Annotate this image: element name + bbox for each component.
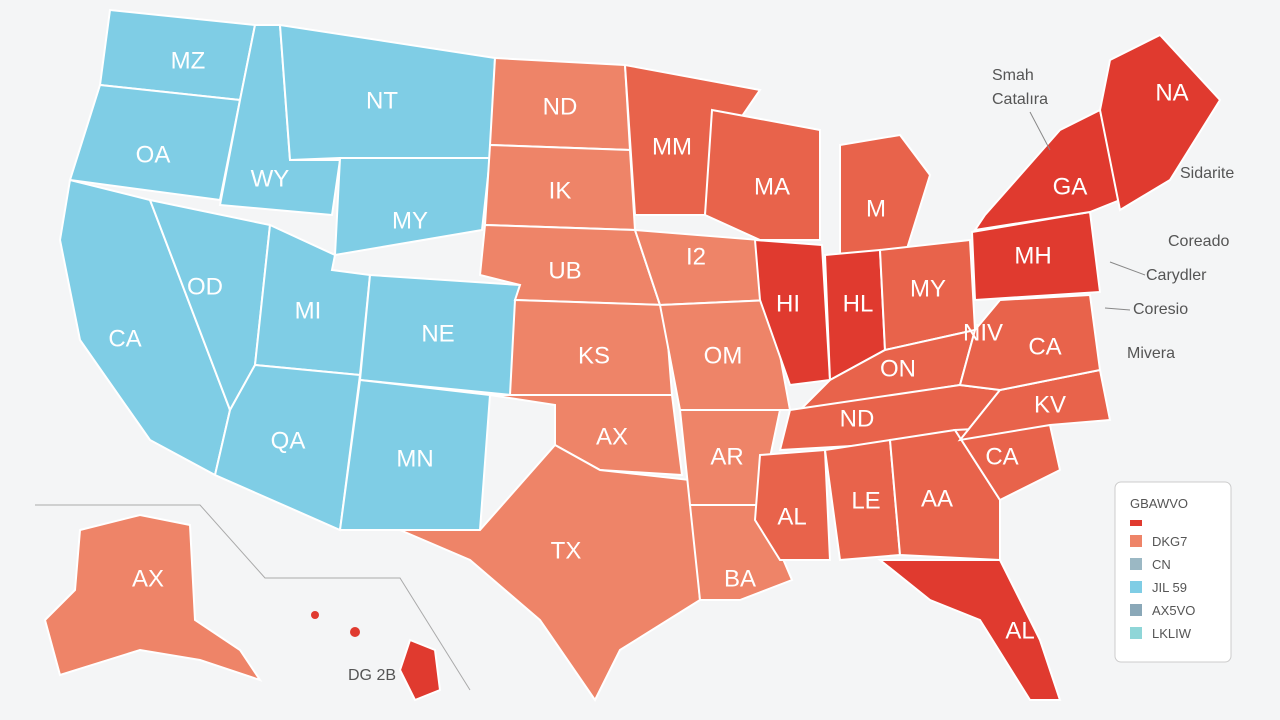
- callout: Mivera: [1127, 345, 1175, 362]
- state-label: MN: [396, 445, 433, 472]
- leader: [1029, 111, 1051, 151]
- state-label: HL: [843, 290, 874, 317]
- state-label: KV: [1034, 391, 1066, 418]
- state-labels: MZ NT OA WY MY OD CA MI NE QA MN ND IK U…: [108, 47, 1188, 644]
- state: [957, 368, 1112, 442]
- legend-item: CN: [1152, 557, 1171, 572]
- state-label: AX: [132, 565, 164, 592]
- state: [333, 157, 492, 257]
- state-label: MM: [652, 133, 692, 160]
- state-label: HI: [776, 290, 800, 317]
- state-label: MH: [1014, 242, 1051, 269]
- hawaii: [350, 627, 360, 637]
- state: [839, 133, 932, 256]
- state-label: IK: [549, 177, 572, 204]
- callout: Sidarite: [1180, 165, 1234, 182]
- state: [877, 559, 1062, 701]
- state-label: MI: [295, 297, 322, 324]
- state-label: WY: [251, 165, 290, 192]
- state: [399, 443, 702, 702]
- state-label: KS: [578, 342, 610, 369]
- states: [35, 8, 1222, 702]
- callout: Carydler: [1146, 267, 1207, 284]
- legend-item: JIL 59: [1152, 580, 1187, 595]
- state: [888, 428, 1001, 562]
- state-label: AR: [710, 443, 743, 470]
- legend-swatch: [1130, 581, 1142, 593]
- state-label: NIV: [963, 319, 1003, 346]
- state-label: TX: [551, 537, 582, 564]
- legend-title: GBAWVO: [1130, 496, 1188, 511]
- state-label: AL: [1005, 617, 1034, 644]
- state-label: LE: [851, 487, 880, 514]
- hawaii: [398, 638, 442, 702]
- callout: Coresio: [1133, 301, 1188, 318]
- state-label: NT: [366, 87, 398, 114]
- legend-swatch: [1130, 627, 1142, 639]
- state-label: NE: [421, 320, 454, 347]
- state-label: AA: [921, 485, 953, 512]
- state-label: I2: [686, 243, 706, 270]
- state-label: MY: [392, 207, 428, 234]
- inset-label: DG 2B: [348, 667, 396, 684]
- state-label: BA: [724, 565, 756, 592]
- state-label: UB: [548, 257, 581, 284]
- leader: [1109, 261, 1146, 276]
- state-label: NA: [1155, 79, 1188, 106]
- state-label: CA: [108, 325, 141, 352]
- callouts: Smah Catalıra Sidarite Coreado Carydler …: [348, 67, 1234, 684]
- state-label: GA: [1053, 173, 1088, 200]
- callout: Coreado: [1168, 233, 1229, 250]
- state: [753, 448, 832, 561]
- legend-swatch: [1130, 604, 1142, 616]
- hawaii: [311, 611, 319, 619]
- leader: [1104, 307, 1131, 311]
- state-label: ND: [840, 405, 875, 432]
- state: [958, 293, 1102, 392]
- state-label: MY: [910, 275, 946, 302]
- legend-swatch: [1130, 520, 1142, 526]
- state-label: OM: [704, 342, 743, 369]
- legend-item: AX5VO: [1152, 603, 1195, 618]
- alaska: [43, 513, 263, 682]
- state-label: CA: [985, 443, 1018, 470]
- legend-swatch: [1130, 558, 1142, 570]
- state-label: ON: [880, 355, 916, 382]
- state: [753, 238, 832, 387]
- state: [213, 363, 362, 532]
- callout: Smah: [992, 67, 1034, 84]
- callout: Catalıra: [992, 91, 1048, 108]
- legend: GBAWVO DKG7 CN JIL 59 AX5VO LKLIW: [1114, 481, 1232, 663]
- state-label: OD: [187, 273, 223, 300]
- legend-swatch: [1130, 535, 1142, 547]
- state: [703, 108, 821, 241]
- state-label: AX: [596, 423, 628, 450]
- state-label: CA: [1028, 333, 1061, 360]
- state: [1098, 33, 1222, 212]
- state-label: MA: [754, 173, 790, 200]
- inset-border: [35, 504, 471, 691]
- state-label: M: [866, 195, 886, 222]
- state-label: QA: [271, 427, 306, 454]
- state-label: OA: [136, 141, 171, 168]
- legend-item: LKLIW: [1152, 626, 1192, 641]
- legend-box: [1114, 481, 1232, 663]
- state-label: ND: [543, 93, 578, 120]
- state-label: MZ: [171, 47, 206, 74]
- state-label: AL: [777, 503, 806, 530]
- legend-item: DKG7: [1152, 534, 1187, 549]
